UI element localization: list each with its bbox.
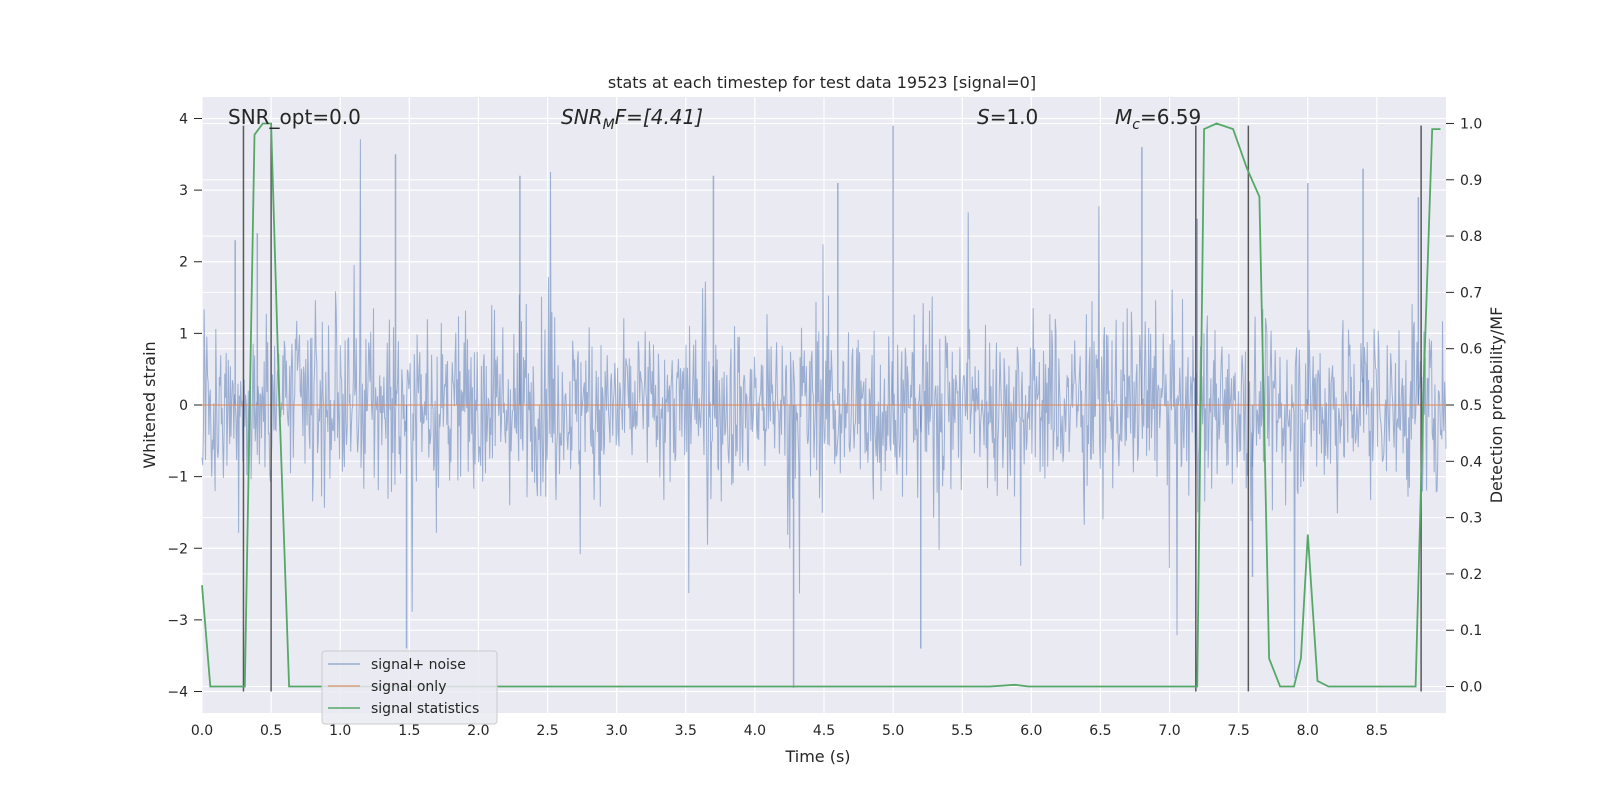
y2-tick-label: 0.3 (1460, 511, 1482, 527)
annotation-snr-opt: SNR_opt=0.0 (228, 105, 361, 129)
annotation-s-main: S (977, 105, 990, 129)
x-tick-label: 7.0 (1158, 723, 1180, 739)
y2-tick-label: 0.5 (1460, 398, 1482, 414)
y2-tick-label: 0.4 (1460, 454, 1482, 470)
x-tick-label: 8.5 (1366, 723, 1388, 739)
legend-box (321, 650, 498, 725)
x-tick-label: 7.5 (1228, 723, 1250, 739)
y2-tick-label: 0.9 (1460, 173, 1482, 189)
x-tick-label: 4.5 (813, 723, 835, 739)
annotation-s-rest: =1.0 (990, 105, 1039, 129)
annotation-mc-rest: =6.59 (1140, 105, 1201, 129)
y-axis-label: Whitened strain (140, 341, 159, 468)
y2-tick-label: 0.2 (1460, 567, 1482, 583)
y-tick-label: 3 (179, 183, 188, 199)
legend: signal+ noise signal only signal statist… (321, 650, 498, 725)
y-tick-label: 0 (179, 398, 188, 414)
annotation-snr-mf-sub: M (603, 117, 615, 133)
y2-tick-label: 0.1 (1460, 623, 1482, 639)
y-tick-label: 4 (179, 111, 188, 127)
y2-tick-label: 0.6 (1460, 342, 1482, 358)
x-tick-label: 3.5 (675, 723, 697, 739)
chart-title: stats at each timestep for test data 195… (608, 73, 1036, 92)
x-tick-label: 8.0 (1297, 723, 1319, 739)
y2-tick-label: 0.7 (1460, 285, 1482, 301)
legend-label-signal-noise: signal+ noise (371, 657, 466, 673)
annotation-snr-mf-main: SNR (561, 105, 603, 129)
series-signal-statistics (201, 122, 1441, 688)
y-tick-label: 1 (179, 326, 188, 342)
legend-label-signal-statistics: signal statistics (371, 701, 479, 717)
x-tick-label: 1.0 (329, 723, 351, 739)
y-tick-label: −2 (167, 541, 188, 557)
series-signal-noise (201, 139, 1447, 679)
y2-tick-label: 1.0 (1460, 116, 1482, 132)
x-axis-label: Time (s) (784, 747, 850, 766)
x-tick-label: 0.0 (191, 723, 213, 739)
annotation-mc: Mc=6.59 (1115, 105, 1201, 133)
y2-tick-label: 0.8 (1460, 229, 1482, 245)
x-tick-label: 4.0 (744, 723, 766, 739)
y2-axis-label: Detection probability/MF (1487, 307, 1506, 504)
y-tick-label: −1 (167, 470, 188, 486)
x-tick-label: 3.0 (606, 723, 628, 739)
annotation-snr-mf: SNRMF=[4.41] (561, 105, 703, 133)
x-tick-label: 2.0 (467, 723, 489, 739)
x-tick-label: 0.5 (260, 723, 282, 739)
x-tick-label: 5.0 (882, 723, 904, 739)
x-tick-label: 6.0 (1020, 723, 1042, 739)
annotation-mc-sub: c (1132, 117, 1140, 133)
y-tick-label: −3 (167, 613, 188, 629)
x-tick-label: 2.5 (536, 723, 558, 739)
annotation-s: S=1.0 (977, 105, 1038, 129)
y-tick-label: −4 (167, 685, 188, 701)
x-tick-label: 5.5 (951, 723, 973, 739)
x-tick-label: 1.5 (398, 723, 420, 739)
y-tick-label: 2 (179, 255, 188, 271)
y2-tick-label: 0.0 (1460, 680, 1482, 696)
plot-area: 0.0 0.5 1.0 1.5 2.0 2.5 3.0 3.5 4.0 4.5 5.0 5.5 6.0 6… (167, 97, 1482, 739)
annotation-mc-main: M (1115, 105, 1132, 129)
annotation-snr-mf-rest: F=[4.41] (615, 105, 703, 129)
x-tick-label: 6.5 (1089, 723, 1111, 739)
legend-label-signal-only: signal only (371, 679, 446, 695)
